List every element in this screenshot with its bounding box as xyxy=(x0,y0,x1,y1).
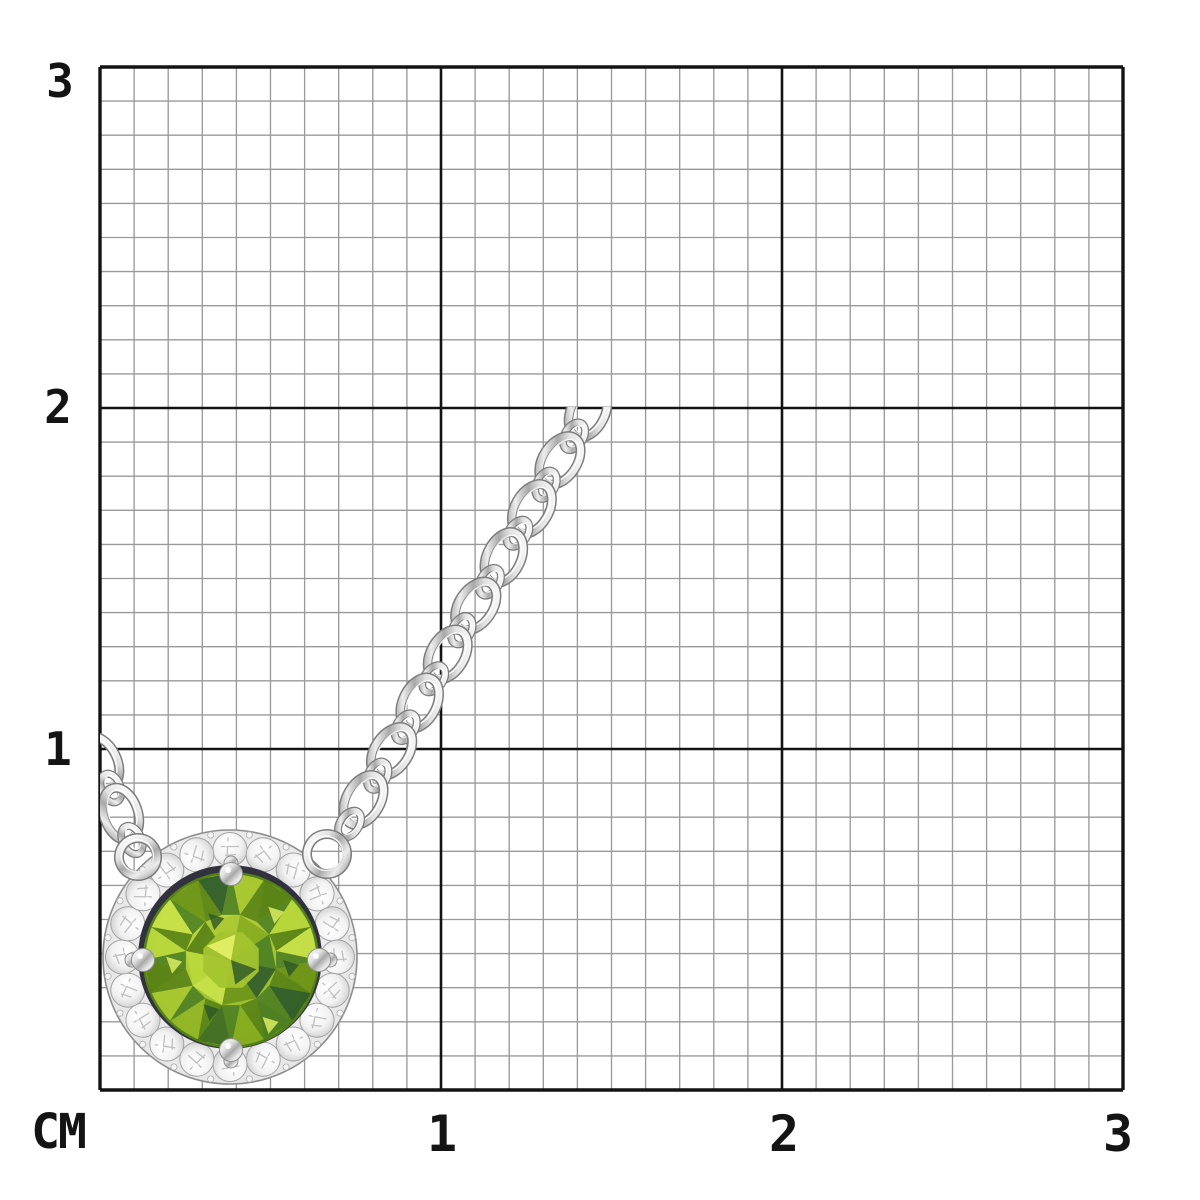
prong xyxy=(124,948,155,972)
halo-bead xyxy=(139,1040,147,1048)
cm-grid xyxy=(98,65,1125,1092)
gem-facet xyxy=(169,898,206,935)
gem-facet xyxy=(256,985,293,1022)
gem-facet xyxy=(269,969,312,994)
gem-facet xyxy=(206,934,236,960)
gem-facet xyxy=(144,926,186,960)
y-axis-label-2: 2 xyxy=(44,380,72,434)
gem-facet xyxy=(197,873,231,915)
halo-bead xyxy=(313,1040,321,1048)
halo-bead xyxy=(336,1009,344,1017)
x-axis-label-2: 2 xyxy=(768,1105,800,1163)
halo-diamond xyxy=(245,837,281,873)
halo-bead xyxy=(348,934,356,942)
bail-ring xyxy=(302,829,352,879)
gem-facet xyxy=(150,985,193,1022)
gem-facet xyxy=(240,998,265,1041)
halo-bead xyxy=(282,1063,290,1071)
halo-diamond xyxy=(212,832,248,867)
halo-diamond xyxy=(275,852,311,888)
chain-link xyxy=(338,770,389,830)
gem-facet xyxy=(269,926,312,951)
halo-bead xyxy=(282,843,290,851)
halo-bead xyxy=(336,897,344,905)
gem-facet xyxy=(169,879,206,922)
unit-label-cm: CM xyxy=(31,1104,87,1160)
halo-bead xyxy=(170,843,178,851)
prong xyxy=(219,855,243,886)
gem-facet xyxy=(150,926,193,951)
halo-bead xyxy=(207,831,215,839)
gem-facet xyxy=(240,879,265,922)
peridot-halo-pendant-necklace xyxy=(100,407,613,1085)
halo-bead xyxy=(170,1063,178,1071)
x-axis-label-1: 1 xyxy=(426,1105,458,1163)
gem-facet xyxy=(208,913,225,931)
gem-facet xyxy=(203,1004,220,1022)
gem-facet xyxy=(262,1016,279,1034)
x-axis-label-3: 3 xyxy=(1102,1105,1134,1163)
gem-facet xyxy=(256,998,293,1041)
gem-facet xyxy=(231,960,257,985)
gem-facet xyxy=(269,985,312,1022)
halo-bead xyxy=(245,1075,253,1083)
halo-diamond xyxy=(125,876,161,912)
gem-facet xyxy=(222,1005,240,1047)
halo-diamond xyxy=(314,906,350,942)
gem-facet xyxy=(150,898,193,935)
halo-diamond xyxy=(299,1002,335,1038)
gem-facet xyxy=(283,960,299,977)
pendant xyxy=(102,829,358,1085)
prong xyxy=(219,1038,243,1069)
halo-diamond xyxy=(179,1041,215,1077)
y-axis-label-3: 3 xyxy=(46,54,74,108)
y-axis-label-1: 1 xyxy=(44,722,72,776)
gem-facet xyxy=(268,906,285,924)
gem-facet xyxy=(169,985,206,1022)
gem-facet xyxy=(150,969,193,994)
halo-bead xyxy=(116,897,124,905)
gem-facet xyxy=(231,873,265,915)
bail-ring xyxy=(114,833,162,881)
halo-bead xyxy=(348,972,356,980)
gem-facet xyxy=(197,879,222,922)
halo-diamond xyxy=(314,972,350,1008)
gem-facet xyxy=(231,1005,265,1047)
gem-facet xyxy=(166,956,183,974)
halo-bead xyxy=(207,1075,215,1083)
halo-bead xyxy=(116,1009,124,1017)
gem-facet xyxy=(256,879,293,922)
halo-diamond xyxy=(245,1041,281,1077)
halo-bead xyxy=(245,831,253,839)
gem-facet xyxy=(169,998,206,1041)
halo-bead xyxy=(104,934,112,942)
halo-bead xyxy=(104,972,112,980)
necklace-chain xyxy=(100,407,613,859)
gem-facet xyxy=(269,898,312,935)
gem-facet xyxy=(276,926,318,960)
gem-facet xyxy=(197,1005,231,1047)
halo-diamond xyxy=(149,1026,185,1062)
prong xyxy=(307,948,338,972)
halo-diamond xyxy=(179,837,215,873)
gem-facet xyxy=(222,873,240,915)
halo-diamond xyxy=(110,972,146,1008)
